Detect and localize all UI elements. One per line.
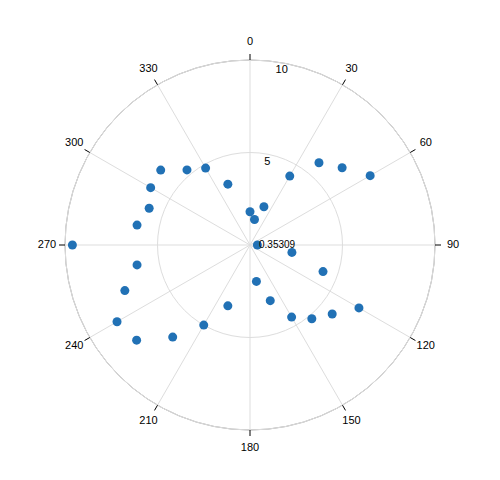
angular-tick-label: 210	[139, 414, 157, 426]
angular-tick-label: 120	[417, 339, 435, 351]
angular-tick	[85, 150, 90, 153]
angular-tick-label: 270	[38, 238, 56, 250]
angular-grid-line	[250, 85, 343, 245]
angular-grid-line	[250, 245, 410, 338]
plot-area	[68, 158, 375, 344]
angular-tick-label: 300	[65, 136, 83, 148]
point	[223, 301, 232, 310]
angular-tick	[410, 338, 415, 341]
angular-tick	[343, 80, 346, 85]
angular-tick-label: 90	[447, 238, 459, 250]
angular-grid-line	[250, 245, 343, 405]
angular-tick	[435, 245, 441, 246]
point	[287, 313, 296, 322]
angular-tick-label: 240	[65, 339, 83, 351]
point	[133, 260, 142, 269]
radial-tick-label: 10	[276, 63, 288, 75]
radial-tick-label: 5	[264, 155, 270, 167]
point	[168, 333, 177, 342]
point	[68, 241, 77, 250]
point	[338, 163, 347, 172]
chart-container: 0 30 60 90 120 150 180 210 240 270 300 330 5 10 0.3530…	[0, 0, 500, 480]
point	[252, 277, 261, 286]
chart-svg: 0 30 60 90 120 150 180 210 240 270 300 330 5 10 0.3530…	[0, 0, 500, 480]
angular-tick	[410, 150, 415, 153]
angular-tick	[155, 80, 158, 85]
point	[266, 296, 275, 305]
point	[132, 336, 141, 345]
angular-tick	[250, 430, 251, 436]
point	[250, 215, 259, 224]
angular-tick-label: 150	[342, 414, 360, 426]
polar-frame	[65, 60, 435, 430]
point	[223, 180, 232, 189]
angular-grid-line	[250, 245, 251, 430]
angular-grid-line	[158, 85, 251, 245]
point	[133, 221, 142, 230]
point	[259, 202, 268, 211]
point	[307, 314, 316, 323]
point	[113, 317, 122, 326]
angular-tick	[59, 245, 65, 246]
grid	[65, 60, 435, 430]
angular-tick	[343, 405, 346, 410]
angular-tick-label: 0	[247, 35, 253, 47]
angular-tick-label: 30	[345, 62, 357, 74]
angular-tick	[85, 338, 90, 341]
point	[366, 171, 375, 180]
angular-axis: 0 30 60 90 120 150 180 210 240 270 300 330	[38, 35, 459, 453]
point	[319, 267, 328, 276]
annotation: 0.35309	[259, 239, 296, 250]
point	[246, 207, 255, 216]
angular-grid-line	[250, 153, 410, 246]
point	[145, 204, 154, 213]
radial-axis: 5 10	[264, 63, 288, 167]
angular-tick-label: 60	[420, 136, 432, 148]
point	[328, 309, 337, 318]
angular-grid-line	[90, 153, 250, 246]
radial-grid-circle	[65, 60, 435, 430]
point	[146, 183, 155, 192]
point	[314, 158, 323, 167]
angular-tick-label: 330	[139, 62, 157, 74]
angular-tick	[155, 405, 158, 410]
angular-grid-line	[90, 245, 250, 338]
point	[354, 303, 363, 312]
angular-grid-line	[158, 245, 251, 405]
angular-grid-line	[65, 245, 250, 246]
point	[199, 321, 208, 330]
point	[156, 166, 165, 175]
point	[120, 286, 129, 295]
angular-grid-line	[250, 60, 251, 245]
point	[201, 164, 210, 173]
angular-tick-label: 180	[241, 441, 259, 453]
point	[182, 165, 191, 174]
point	[285, 172, 294, 181]
angular-tick	[250, 54, 251, 60]
